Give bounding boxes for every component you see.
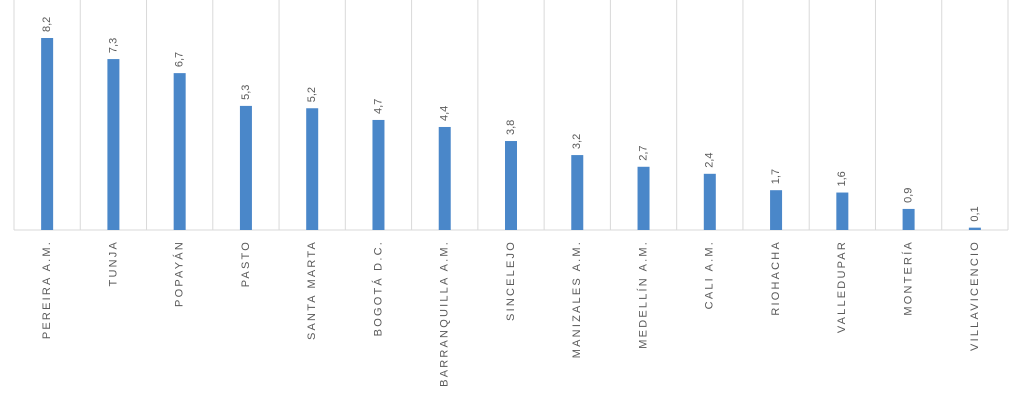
value-label: 1,6 [836,171,848,186]
bar [637,166,650,230]
value-label: 2,4 [704,153,716,168]
x-tick-label: VALLEDUPAR [836,240,848,333]
bar [107,59,120,231]
x-tick-label: BARRANQUILLA A.M. [439,240,451,387]
x-tick-label: POPAYÁN [173,240,186,307]
value-label: 6,7 [174,52,186,67]
x-tick-label: RIOHACHA [770,240,782,316]
x-tick-label: MONTERÍA [902,240,915,316]
value-label: 2,7 [637,145,649,160]
value-label: 7,3 [107,38,119,53]
x-tick-label: CALI A.M. [704,240,716,309]
bar [703,173,716,230]
value-label: 4,4 [439,106,451,121]
bar [239,105,252,230]
x-tick-label: TUNJA [107,240,119,286]
value-label: 4,7 [372,99,384,114]
value-label: 3,2 [571,134,583,149]
value-label: 0,9 [903,188,915,203]
bar [438,126,451,230]
bar [306,108,319,230]
value-label: 8,2 [41,17,53,32]
bar [571,155,584,230]
x-tick-label: PASTO [240,240,252,287]
value-label: 3,8 [505,120,517,135]
value-label: 5,2 [306,87,318,102]
bar [968,227,981,230]
bar [372,119,385,230]
x-tick-label: PEREIRA A.M. [41,240,53,339]
bar [41,38,54,230]
x-tick-label: SINCELEJO [505,240,517,321]
x-tick-label: BOGOTÁ D.C. [371,240,384,336]
bar [505,141,517,230]
bar [173,73,186,230]
value-label: 1,7 [770,169,782,184]
bar [902,208,915,230]
value-label: 5,3 [240,85,252,100]
x-tick-label: VILLAVICENCIO [969,240,981,351]
value-label: 0,1 [969,206,981,221]
bar [836,192,849,230]
bar [770,190,783,230]
x-tick-label: MANIZALES A.M. [571,240,583,358]
x-tick-label: MEDELLÍN A.M. [636,240,649,349]
x-tick-label: SANTA MARTA [306,240,318,340]
